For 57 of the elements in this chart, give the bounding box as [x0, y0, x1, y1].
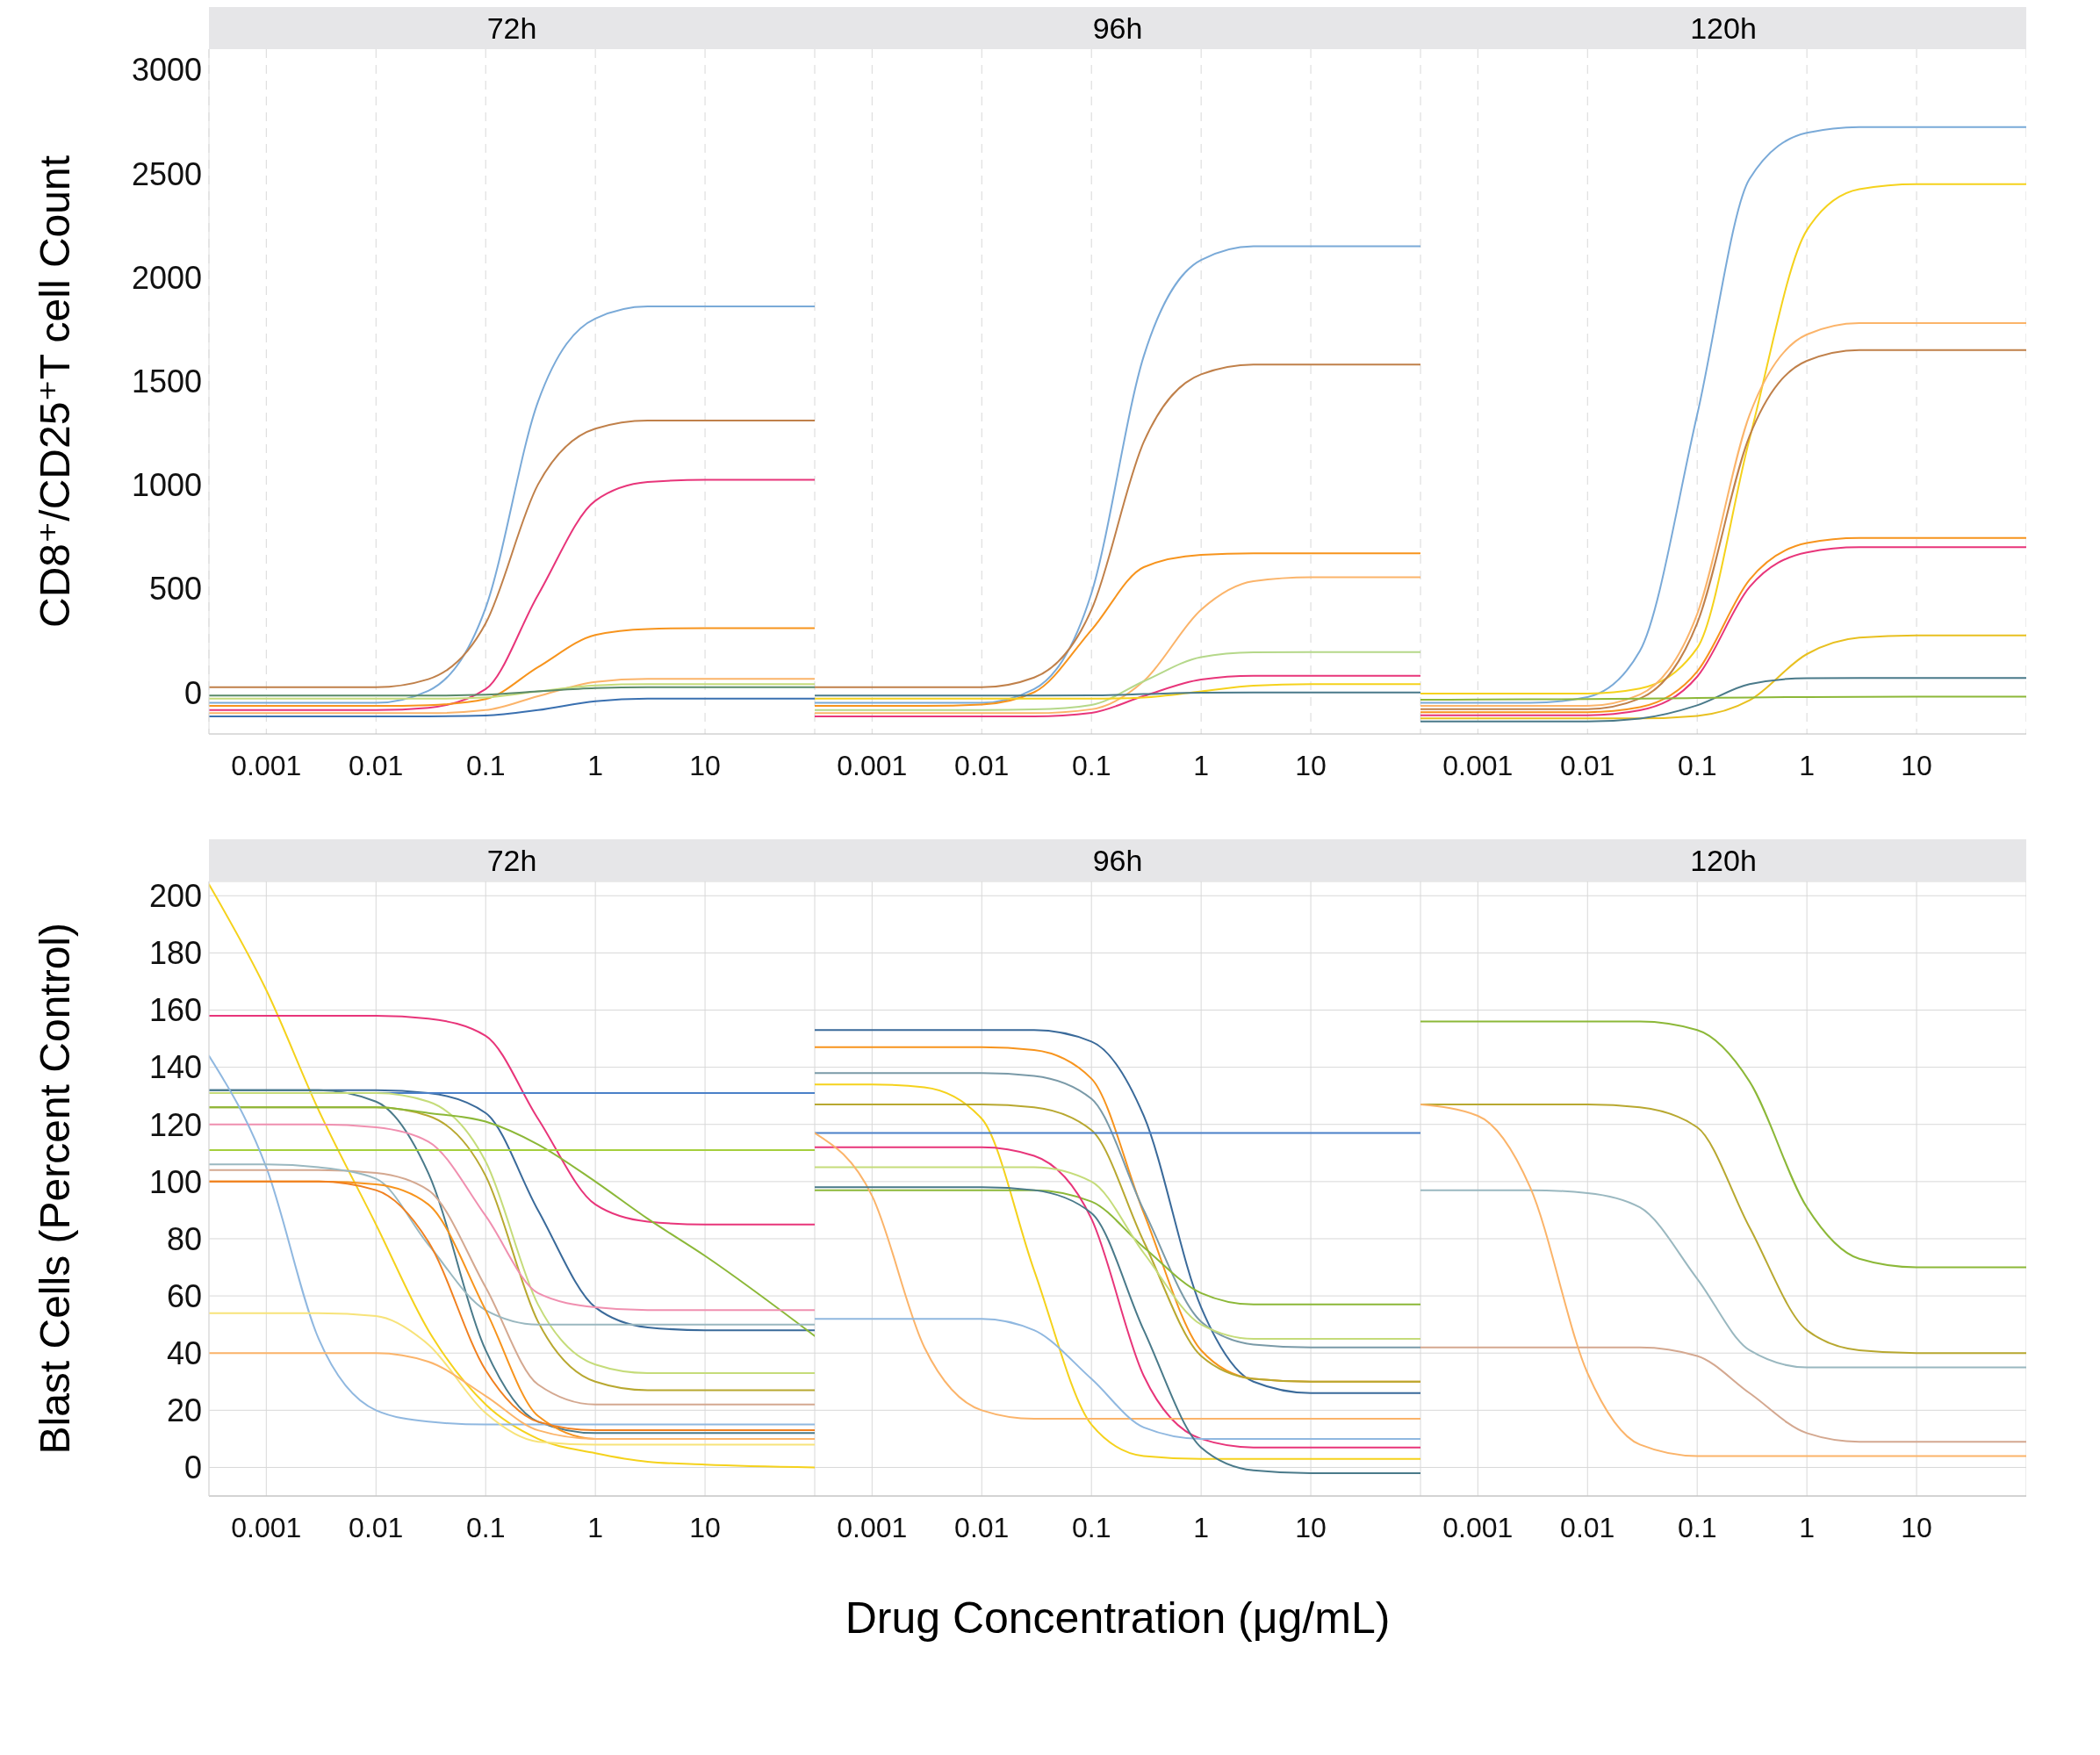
chart-title: 72h [209, 7, 815, 49]
x-tick-label: 0.01 [1560, 1511, 1615, 1543]
x-tick-label: 0.001 [837, 749, 908, 781]
y-tick-label: 500 [148, 571, 202, 608]
x-tick-label: 0.001 [1442, 1511, 1514, 1543]
y-axis-title: CD8⁺/CD25⁺T cell Count [32, 155, 78, 628]
x-tick-label: 0.1 [1677, 1511, 1717, 1543]
x-tick-label: 0.1 [465, 749, 506, 781]
y-tick-label: 180 [148, 935, 202, 972]
x-tick-label: 0.01 [1560, 749, 1615, 781]
x-tick-label: 0.1 [465, 1511, 506, 1543]
x-tick-label: 1 [1193, 1511, 1210, 1543]
x-tick-label: 0.01 [349, 749, 404, 781]
y-tick-label: 2000 [131, 259, 202, 296]
y-tick-label: 3000 [131, 52, 202, 89]
y-tick-label: 0 [183, 1449, 202, 1486]
x-tick-label: 1 [1193, 749, 1210, 781]
x-tick-label: 0.001 [837, 1511, 908, 1543]
y-tick-label: 0 [183, 674, 202, 711]
x-tick-label: 0.1 [1677, 749, 1717, 781]
x-tick-label: 0.1 [1071, 1511, 1111, 1543]
y-tick-label: 120 [148, 1106, 202, 1143]
x-tick-label: 10 [689, 749, 721, 781]
chart-title: 120h [1420, 7, 2026, 49]
x-tick-label: 10 [1901, 1511, 1932, 1543]
y-tick-label: 160 [148, 992, 202, 1029]
chart-title: 96h [815, 7, 1420, 49]
x-tick-label: 10 [1295, 1511, 1327, 1543]
x-tick-label: 0.01 [954, 1511, 1010, 1543]
y-tick-label: 20 [166, 1392, 202, 1429]
x-tick-label: 1 [587, 1511, 604, 1543]
y-tick-label: 60 [166, 1277, 202, 1314]
x-axis-title: Drug Concentration (μg/mL) [844, 1593, 1392, 1644]
chart-title: 72h [209, 839, 815, 881]
x-tick-label: 0.001 [231, 749, 302, 781]
y-tick-label: 100 [148, 1163, 202, 1200]
x-tick-label: 10 [689, 1511, 721, 1543]
y-tick-label: 140 [148, 1049, 202, 1086]
x-tick-label: 0.01 [349, 1511, 404, 1543]
y-axis-title: Blast Cells (Percent Control) [32, 923, 78, 1455]
x-tick-label: 10 [1295, 749, 1327, 781]
x-tick-label: 0.001 [231, 1511, 302, 1543]
x-tick-label: 0.01 [954, 749, 1010, 781]
x-tick-label: 10 [1901, 749, 1932, 781]
y-tick-label: 2500 [131, 155, 202, 192]
chart-title: 120h [1420, 839, 2026, 881]
y-tick-label: 40 [166, 1334, 202, 1371]
y-tick-label: 80 [166, 1220, 202, 1257]
x-tick-label: 1 [587, 749, 604, 781]
chart-title: 96h [815, 839, 1420, 881]
y-tick-label: 200 [148, 878, 202, 915]
y-tick-label: 1500 [131, 363, 202, 399]
x-tick-label: 1 [1799, 749, 1816, 781]
x-tick-label: 1 [1799, 1511, 1816, 1543]
y-tick-label: 1000 [131, 467, 202, 504]
x-tick-label: 0.1 [1071, 749, 1111, 781]
x-tick-label: 0.001 [1442, 749, 1514, 781]
